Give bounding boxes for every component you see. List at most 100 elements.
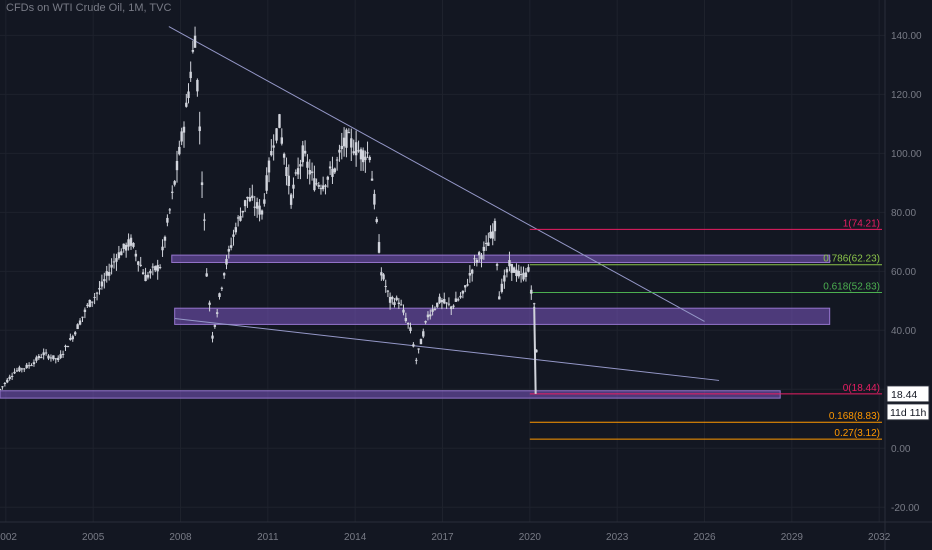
- trendline[interactable]: [168, 26, 705, 322]
- candle-body: [61, 353, 65, 355]
- candle-body: [359, 149, 363, 160]
- candle-body: [127, 239, 130, 247]
- candle-body: [236, 217, 240, 219]
- candle-body: [366, 152, 369, 154]
- candle-body: [66, 346, 70, 348]
- candle-body: [25, 364, 28, 368]
- candle-body: [78, 320, 82, 325]
- candle-body: [310, 171, 314, 173]
- candle-body: [129, 237, 133, 246]
- candle-body: [90, 301, 94, 303]
- candle-body: [263, 199, 266, 204]
- support-resistance-zone[interactable]: [171, 254, 831, 263]
- fib-level-label: 0.786(62.23): [823, 254, 880, 265]
- y-tick-label: 100.00: [891, 149, 922, 160]
- candle-body: [326, 176, 329, 180]
- candle-body: [459, 295, 462, 298]
- candle-body: [59, 354, 62, 358]
- candle-body: [368, 157, 371, 161]
- candle-body: [112, 261, 116, 263]
- candle-body: [243, 200, 247, 207]
- candle-body: [120, 251, 123, 256]
- candle-body: [445, 302, 448, 304]
- candle-body: [57, 357, 60, 361]
- candle-body: [98, 287, 101, 290]
- candle-body: [364, 156, 367, 161]
- candle-body: [40, 357, 43, 359]
- candle-body: [1, 386, 4, 388]
- candle-body: [182, 126, 186, 133]
- x-tick-label: 2011: [257, 532, 279, 543]
- candle-body: [215, 312, 219, 314]
- candle-body: [234, 227, 238, 233]
- candle-body: [44, 352, 48, 354]
- y-tick-label: 80.00: [891, 208, 916, 219]
- candle-body: [484, 243, 488, 245]
- candle-body: [342, 137, 346, 147]
- candle-body: [331, 168, 334, 177]
- candle-body: [161, 246, 164, 251]
- support-resistance-zone[interactable]: [0, 390, 781, 399]
- candle-body: [20, 368, 24, 370]
- candle-body: [218, 293, 221, 298]
- candle-body: [10, 375, 14, 377]
- candle-body: [272, 145, 275, 148]
- candle-body: [241, 210, 244, 213]
- candle-body: [388, 297, 392, 303]
- candle-body: [433, 308, 437, 310]
- candle-body: [251, 195, 254, 199]
- candle-body: [187, 91, 190, 99]
- candle-body: [354, 142, 358, 156]
- candle-body: [533, 303, 536, 305]
- candle-body: [508, 260, 511, 267]
- candle-body: [71, 336, 74, 340]
- candle-body: [515, 269, 518, 276]
- candle-body: [495, 264, 499, 266]
- candle-body: [8, 376, 11, 380]
- x-tick-label: 2005: [82, 532, 105, 543]
- support-resistance-zone[interactable]: [174, 307, 831, 325]
- candle-body: [270, 150, 273, 156]
- candle-body: [503, 275, 506, 282]
- candle-body: [530, 289, 533, 294]
- candle-body: [482, 246, 486, 251]
- candle-body: [100, 281, 104, 287]
- candle-body: [175, 161, 179, 171]
- candle-body: [438, 296, 441, 303]
- trendline[interactable]: [174, 318, 720, 381]
- candle-body: [505, 269, 509, 273]
- x-tick-label: 2017: [431, 532, 454, 543]
- candle-body: [306, 161, 309, 168]
- candle-body: [475, 259, 479, 263]
- candle-body: [196, 79, 199, 92]
- candle-body: [512, 267, 516, 273]
- candle-body: [115, 258, 118, 262]
- candle-body: [6, 379, 9, 383]
- candle-body: [431, 309, 434, 312]
- candle-body: [500, 283, 504, 292]
- candle-body: [386, 290, 390, 292]
- candle-body: [373, 193, 376, 205]
- candle-body: [404, 317, 408, 321]
- candle-body: [447, 303, 451, 305]
- candle-body: [480, 255, 483, 260]
- candle-body: [417, 348, 420, 350]
- x-tick-label: 2026: [693, 532, 716, 543]
- candle-body: [491, 231, 494, 239]
- candle-body: [171, 191, 174, 193]
- candle-body: [321, 185, 325, 190]
- candle-body: [477, 252, 481, 256]
- candle-body: [93, 296, 96, 298]
- candle-body: [510, 263, 513, 273]
- chart-title: CFDs on WTI Crude Oil, 1M, TVC: [6, 2, 172, 14]
- candle-body: [384, 285, 387, 287]
- x-tick-label: 2002: [0, 532, 17, 543]
- candle-body: [203, 219, 206, 221]
- candle-body: [35, 357, 38, 361]
- candle-body: [246, 196, 249, 199]
- candle-body: [303, 150, 307, 154]
- candle-body: [105, 271, 108, 276]
- candle-body: [395, 297, 398, 301]
- candle-body: [443, 298, 446, 304]
